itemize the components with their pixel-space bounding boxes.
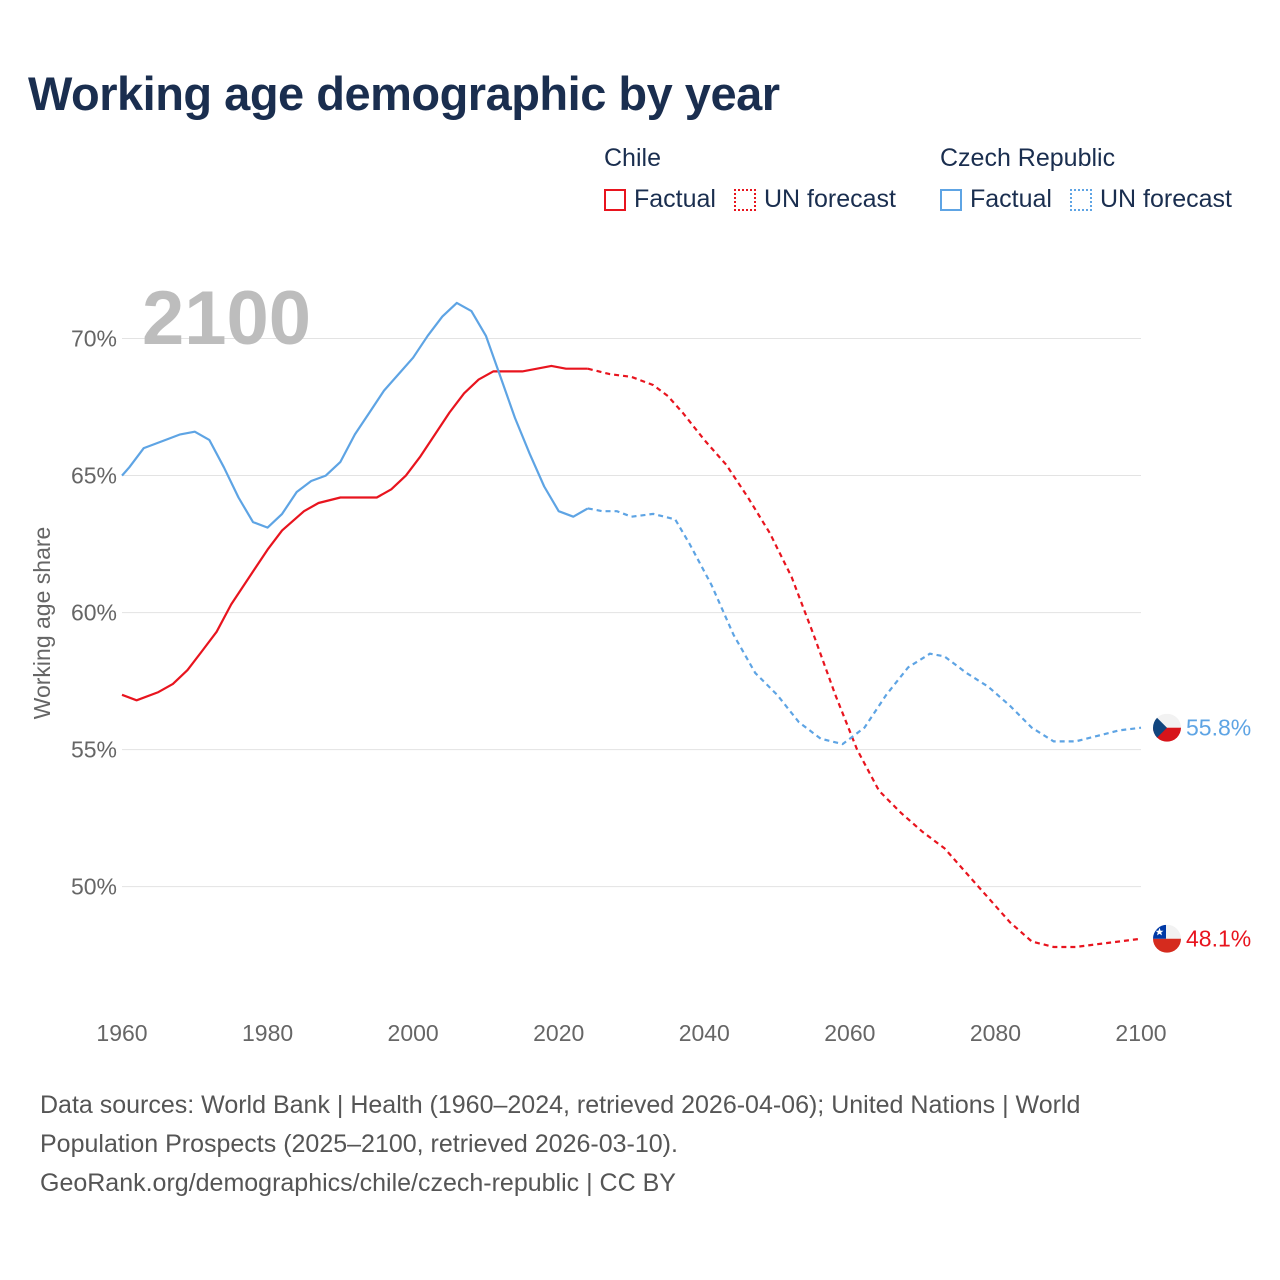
source-link[interactable]: GeoRank.org/demographics/chile/czech-rep… bbox=[40, 1169, 676, 1197]
x-tick-label: 2060 bbox=[824, 1020, 875, 1046]
legend-chile-forecast[interactable]: UN forecast bbox=[733, 185, 896, 214]
series-line-czech-forecast bbox=[587, 507, 1142, 746]
legend-label: Factual bbox=[634, 185, 716, 213]
legend-group-name: Chile bbox=[604, 144, 661, 172]
x-tick-label: 2020 bbox=[533, 1020, 584, 1046]
legend-label: Factual bbox=[970, 185, 1052, 213]
chart-title: Working age demographic by year bbox=[28, 67, 780, 120]
legend-czech-factual[interactable]: Factual bbox=[940, 185, 1052, 214]
legend-swatch-solid bbox=[604, 188, 626, 211]
series-line-chile-factual bbox=[121, 364, 588, 702]
legend-swatch-dotted bbox=[1069, 188, 1092, 211]
y-tick-label: 70% bbox=[71, 326, 117, 352]
y-tick-label: 65% bbox=[71, 463, 117, 489]
y-axis-label: Working age share bbox=[29, 527, 55, 720]
y-tick-label: 55% bbox=[71, 737, 117, 763]
footer: Data sources: World Bank | Health (1960–… bbox=[40, 1086, 1200, 1203]
legend-group-chile: Chile Factual UN forecast bbox=[604, 144, 914, 214]
x-tick-label: 2080 bbox=[970, 1020, 1021, 1046]
y-tick-label: 60% bbox=[71, 600, 117, 626]
end-value-label: 48.1% bbox=[1186, 926, 1251, 952]
year-watermark: 2100 bbox=[142, 276, 311, 361]
flag-red bbox=[1153, 938, 1181, 953]
x-tick-label: 2040 bbox=[679, 1020, 730, 1046]
y-tick-label: 50% bbox=[71, 874, 117, 900]
chile-flag-icon bbox=[1153, 924, 1181, 953]
flag-blue bbox=[1153, 713, 1167, 742]
legend-label: UN forecast bbox=[763, 185, 896, 213]
x-tick-label: 1980 bbox=[242, 1020, 293, 1046]
czech-flag-icon bbox=[1153, 713, 1181, 742]
legend-label: UN forecast bbox=[1099, 185, 1232, 213]
x-tick-label: 1960 bbox=[96, 1020, 147, 1046]
legend-group-czech: Czech Republic Factual UN forecast bbox=[940, 144, 1250, 214]
series-line-chile-forecast bbox=[587, 367, 1142, 949]
legend-swatch-solid bbox=[940, 188, 962, 211]
line-chart: 50% 55% 60% 65% 70% 1960 1980 2000 2020 2040 2060 2… bbox=[29, 276, 1251, 1046]
legend-czech-forecast[interactable]: UN forecast bbox=[1069, 185, 1232, 214]
legend-group-name: Czech Republic bbox=[940, 144, 1116, 172]
end-value-label: 55.8% bbox=[1186, 715, 1251, 741]
legend-chile-factual[interactable]: Factual bbox=[604, 185, 716, 214]
series-line-czech-factual bbox=[121, 301, 589, 529]
x-tick-label: 2100 bbox=[1115, 1020, 1166, 1046]
legend-swatch-dotted bbox=[733, 188, 756, 211]
x-tick-label: 2000 bbox=[388, 1020, 439, 1046]
flag-star bbox=[1155, 927, 1164, 936]
data-sources: Data sources: World Bank | Health (1960–… bbox=[40, 1091, 1081, 1158]
